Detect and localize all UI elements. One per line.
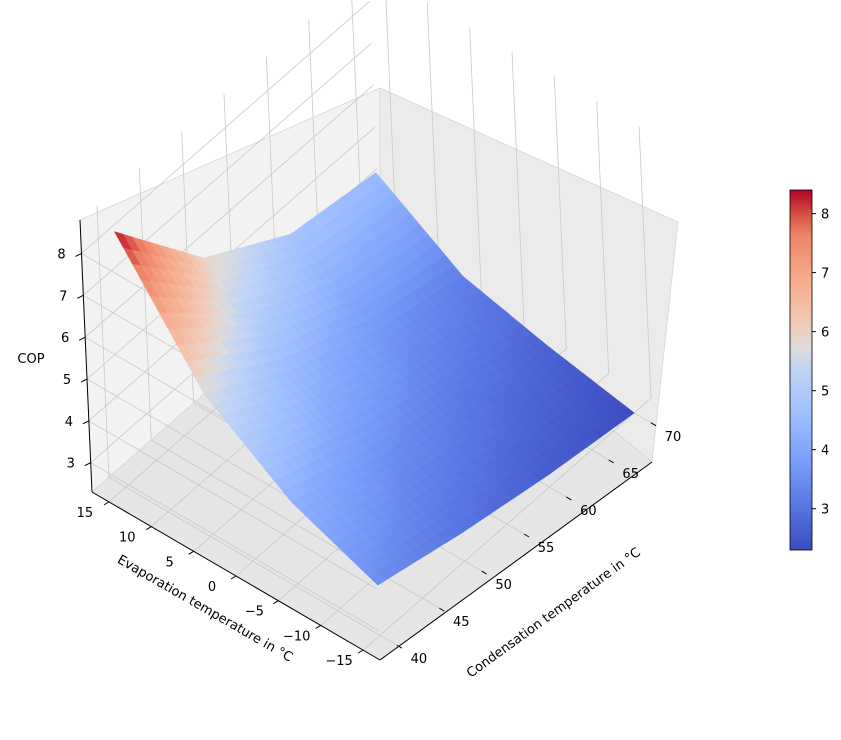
y-tick-mark	[230, 575, 237, 580]
z-tick-label: 7	[59, 289, 67, 304]
y-tick-label: −15	[325, 654, 352, 669]
x-tick-mark	[396, 644, 403, 649]
x-tick-mark	[566, 496, 572, 501]
x-axis-ticks: 40 45 50 55 60 65 70	[396, 422, 682, 667]
colorbar-tick-label: 3	[821, 503, 829, 518]
z-tick-label: 4	[65, 415, 73, 430]
colorbar-tick-label: 5	[821, 385, 829, 400]
x-tick-label: 45	[453, 615, 470, 630]
floor-grid-y	[362, 397, 652, 651]
z-tick-mark	[77, 294, 84, 299]
colorbar-tick-label: 7	[821, 267, 829, 282]
x-tick-label: 50	[495, 578, 512, 593]
y-tick-mark	[357, 649, 364, 654]
y-tick-label: −10	[283, 629, 310, 644]
z-tick-mark	[75, 253, 82, 257]
y-tick-label: 0	[208, 580, 216, 595]
wall-grid-y	[596, 101, 610, 374]
y-tick-label: 15	[77, 506, 94, 521]
x-tick-label: 40	[411, 652, 428, 667]
wall-grid-z-left	[88, 420, 378, 590]
x-tick-label: 70	[665, 430, 682, 445]
x-tick-mark	[650, 422, 657, 427]
x-tick-label: 60	[580, 504, 597, 519]
surface-cell	[616, 405, 635, 420]
wall-grid-z-right	[81, 1, 370, 254]
colorbar	[789, 189, 813, 551]
wall-grid-x	[138, 168, 152, 441]
z-tick-mark	[84, 462, 91, 467]
y-tick-mark	[315, 624, 321, 629]
y-tick-mark	[188, 550, 194, 555]
y-tick-label: −5	[245, 605, 264, 620]
y-tick-label: 10	[119, 531, 136, 546]
x-tick-mark	[523, 533, 530, 538]
y-axis-ticks: −15 −10 −5 0 5 10 15	[77, 501, 364, 669]
wall-grid-z-right	[84, 84, 374, 338]
z-tick-mark	[78, 336, 86, 341]
y-tick-mark	[146, 526, 152, 531]
z-tick-mark	[80, 378, 88, 383]
colorbar-ticks: 3 4 5 6 7 8	[812, 208, 829, 518]
y-tick-mark	[273, 600, 279, 605]
z-tick-label: 3	[67, 457, 75, 472]
y-tick-mark	[103, 501, 110, 506]
colorbar-tick-label: 4	[821, 444, 829, 459]
cop-surface	[113, 172, 635, 586]
z-axis-ticks: 3 4 5 6 7 8	[57, 247, 91, 472]
x-tick-label: 65	[622, 467, 639, 482]
x-axis-line	[379, 461, 653, 661]
wall-grid-y	[638, 126, 652, 399]
x-tick-mark	[439, 607, 445, 612]
x-tick-label: 55	[538, 541, 555, 556]
x-tick-mark	[481, 570, 487, 575]
z-tick-label: 5	[63, 373, 71, 388]
x-tick-mark	[608, 459, 614, 464]
y-tick-label: 5	[166, 555, 174, 570]
wall-grid-y	[426, 2, 440, 275]
z-axis-label: COP	[17, 352, 44, 367]
z-tick-label: 6	[61, 331, 69, 346]
wall-grid-y	[553, 76, 567, 349]
wall-grid-y	[469, 27, 483, 300]
colorbar-tick-label: 8	[821, 208, 829, 223]
z-axis-line	[79, 219, 93, 493]
colorbar-tick-label: 6	[821, 326, 829, 341]
wall-grid-z-left	[90, 462, 379, 632]
wall-grid-y	[511, 51, 525, 325]
z-tick-mark	[82, 420, 90, 425]
z-tick-label: 8	[57, 247, 65, 262]
